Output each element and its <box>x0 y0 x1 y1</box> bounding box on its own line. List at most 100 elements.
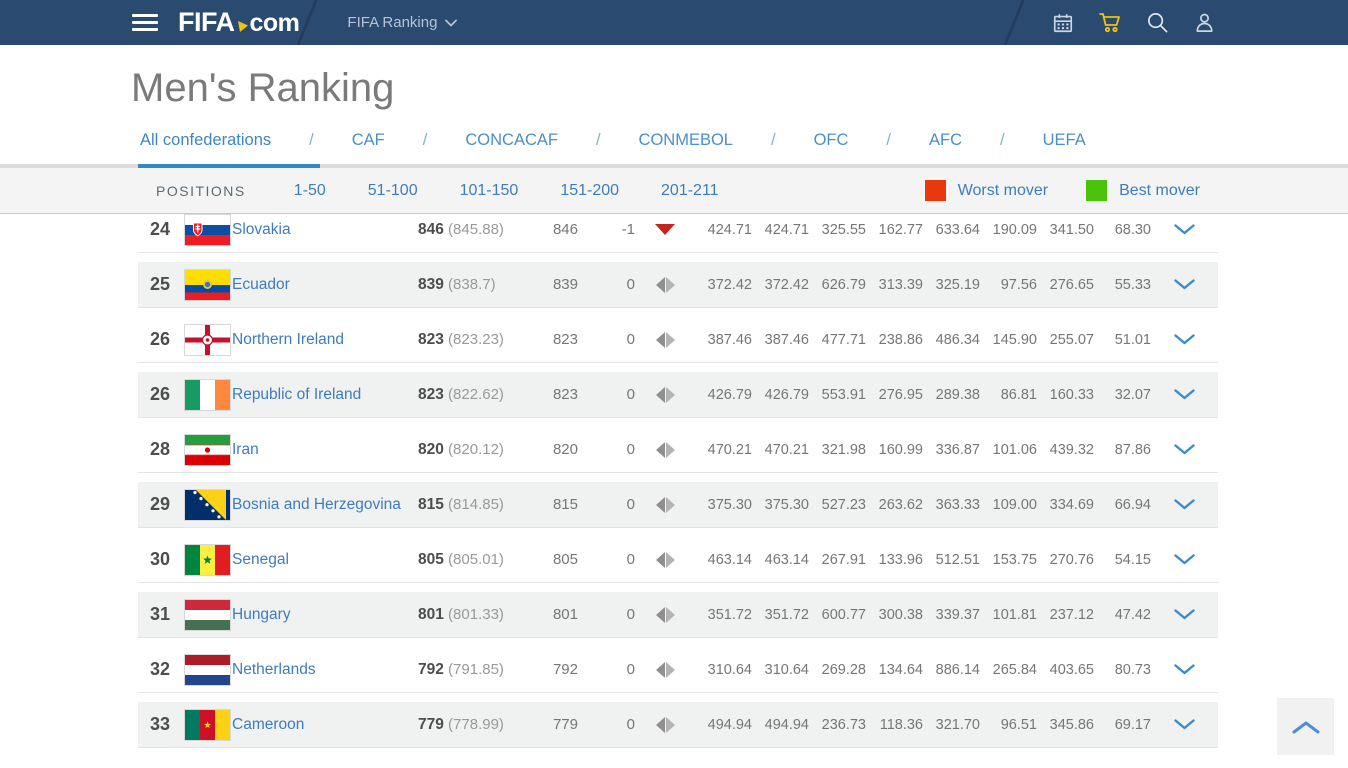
chevron-down-icon <box>1174 389 1195 400</box>
expand-row-button[interactable] <box>1151 444 1218 455</box>
table-row[interactable]: 33 Cameroon 779 (778.99) 779 0 494.94 494.94 23… <box>138 702 1218 748</box>
points-breakdown-cell: 351.72 <box>707 606 752 623</box>
points-breakdown-cell: 494.94 <box>764 716 809 733</box>
country-link[interactable]: Cameroon <box>232 715 305 733</box>
country-cell: Iran <box>232 441 418 459</box>
points-detail: (805.01) <box>443 550 504 568</box>
chevron-down-icon <box>445 19 458 27</box>
points-breakdown-cell: 600.77 <box>821 606 866 623</box>
country-link[interactable]: Hungary <box>232 605 291 623</box>
calendar-icon[interactable] <box>1051 11 1075 35</box>
expand-row-button[interactable] <box>1151 719 1218 730</box>
expand-row-button[interactable] <box>1151 554 1218 565</box>
table-row[interactable]: 26 Northern Ireland 823 (823.23) 823 0 387.46… <box>138 317 1218 363</box>
country-link[interactable]: Iran <box>232 440 259 458</box>
active-tab-underline <box>138 164 320 168</box>
country-link[interactable]: Senegal <box>232 550 289 568</box>
rank-cell: 28 <box>150 439 171 459</box>
table-row[interactable]: 24 Slovakia 846 (845.88) 846 -1 424.71 424.71 3… <box>138 214 1218 253</box>
points-breakdown-cell: 265.84 <box>992 661 1037 678</box>
range-151-200[interactable]: 151-200 <box>560 181 620 199</box>
points-breakdown-cell: 424.71 <box>707 221 752 238</box>
points-detail: (778.99) <box>443 715 504 733</box>
tab-afc[interactable]: AFC <box>929 131 963 149</box>
range-51-100[interactable]: 51-100 <box>367 181 418 199</box>
points-value: 839 <box>418 275 444 293</box>
tab-uefa[interactable]: UEFA <box>1042 131 1086 149</box>
country-link[interactable]: Netherlands <box>232 660 316 678</box>
position-ranges: 1-50 51-100 101-150 151-200 201-211 <box>294 182 719 200</box>
country-cell: Bosnia and Herzegovina <box>232 496 418 514</box>
points-detail: (822.62) <box>443 385 504 403</box>
table-row[interactable]: 29 Bosnia and Herzegovina 815 (814.85) 815 0… <box>138 482 1218 528</box>
expand-row-button[interactable] <box>1151 389 1218 400</box>
points-value: 823 <box>418 330 444 348</box>
points-breakdown-cell: 886.14 <box>935 661 980 678</box>
points-breakdown-cell: 86.81 <box>1000 386 1037 403</box>
chevron-down-icon <box>1174 719 1195 730</box>
points-breakdown-cell: 160.99 <box>878 441 923 458</box>
trend-flat-icon <box>655 606 675 623</box>
points-value: 823 <box>418 385 444 403</box>
trend-cell <box>635 276 695 293</box>
tab-ofc[interactable]: OFC <box>813 131 849 149</box>
points-breakdown-cell: 54.15 <box>1114 551 1151 568</box>
page-header: Men's Ranking All confederations / CAF / CON… <box>0 65 1348 168</box>
points-breakdown-cell: 162.77 <box>878 221 923 238</box>
table-row[interactable]: 30 Senegal 805 (805.01) 805 0 463.14 463.14 267… <box>138 537 1218 583</box>
scroll-to-top-button[interactable] <box>1277 698 1334 755</box>
country-link[interactable]: Slovakia <box>232 220 291 238</box>
previous-points-cell: 820 <box>552 441 578 458</box>
points-breakdown-cell: 87.86 <box>1114 441 1151 458</box>
positions-label: POSITIONS <box>156 182 246 199</box>
expand-row-button[interactable] <box>1151 224 1218 235</box>
country-link[interactable]: Republic of Ireland <box>232 385 362 403</box>
fifa-logo[interactable]: FIFA com <box>178 7 300 38</box>
points-breakdown-cell: 160.33 <box>1049 386 1094 403</box>
rank-cell: 33 <box>150 714 171 734</box>
table-row[interactable]: 31 Hungary 801 (801.33) 801 0 351.72 351.72 600… <box>138 592 1218 638</box>
points-breakdown-cell: 387.46 <box>764 331 809 348</box>
table-row[interactable]: 32 Netherlands 792 (791.85) 792 0 310.64 310.6… <box>138 647 1218 693</box>
country-link[interactable]: Northern Ireland <box>232 330 345 348</box>
expand-row-button[interactable] <box>1151 334 1218 345</box>
cart-icon[interactable] <box>1098 11 1122 35</box>
trend-flat-icon <box>655 716 675 733</box>
tab-conmebol[interactable]: CONMEBOL <box>638 131 733 149</box>
expand-row-button[interactable] <box>1151 499 1218 510</box>
table-row[interactable]: 26 Republic of Ireland 823 (822.62) 823 0 426… <box>138 372 1218 418</box>
points-breakdown-cell: 325.55 <box>821 221 866 238</box>
tab-all-confederations[interactable]: All confederations <box>140 131 272 149</box>
trend-flat-icon <box>655 441 675 458</box>
table-row[interactable]: 28 Iran 820 (820.12) 820 0 470.21 470.21 321.98… <box>138 427 1218 473</box>
change-cell: 0 <box>626 606 635 623</box>
change-cell: -1 <box>621 221 635 238</box>
range-1-50[interactable]: 1-50 <box>293 181 326 199</box>
search-icon[interactable] <box>1145 11 1169 35</box>
flag-cmr-icon <box>184 708 231 741</box>
tab-caf[interactable]: CAF <box>351 131 385 149</box>
table-row[interactable]: 25 Ecuador 839 (838.7) 839 0 372.42 372.42 626.… <box>138 262 1218 308</box>
user-icon[interactable] <box>1192 11 1216 35</box>
expand-row-button[interactable] <box>1151 664 1218 675</box>
points-value: 801 <box>418 605 444 623</box>
points-breakdown-cell: 51.01 <box>1114 331 1151 348</box>
points-breakdown-cell: 403.65 <box>1049 661 1094 678</box>
points-breakdown-cell: 310.64 <box>707 661 752 678</box>
country-link[interactable]: Ecuador <box>232 275 290 293</box>
menu-icon[interactable] <box>132 10 158 35</box>
tab-concacaf[interactable]: CONCACAF <box>465 131 558 149</box>
range-201-211[interactable]: 201-211 <box>661 181 719 199</box>
points-breakdown-cell: 345.86 <box>1049 716 1094 733</box>
trend-flat-icon <box>655 496 675 513</box>
country-cell: Republic of Ireland <box>232 386 418 404</box>
expand-row-button[interactable] <box>1151 279 1218 290</box>
section-dropdown[interactable]: FIFA Ranking <box>347 14 458 31</box>
chevron-down-icon <box>1174 279 1195 290</box>
flag-nir-icon <box>184 323 231 356</box>
expand-row-button[interactable] <box>1151 609 1218 620</box>
range-101-150[interactable]: 101-150 <box>459 181 519 199</box>
rank-cell: 29 <box>150 494 171 514</box>
chevron-down-icon <box>1174 664 1195 675</box>
country-link[interactable]: Bosnia and Herzegovina <box>232 495 401 513</box>
